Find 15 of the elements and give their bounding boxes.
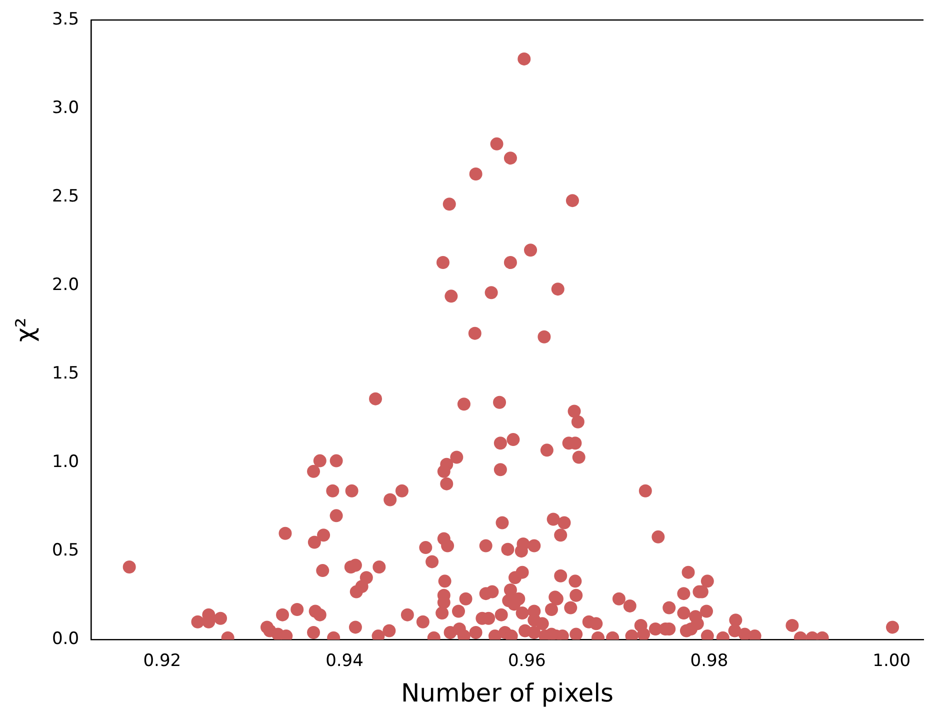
y-tick-label: 3.5 [52,9,80,30]
y-tick-label: 2.5 [52,186,80,206]
x-tick-label: 1.00 [872,651,911,672]
x-tick-label: 0.94 [326,651,364,672]
y-axis-title: χ² [10,318,40,342]
y-tick-label: 0.0 [52,629,80,650]
y-tick-label: 1.0 [52,452,80,472]
x-tick-label: 0.98 [690,651,728,672]
y-tick-label: 0.5 [52,540,80,561]
x-tick-label: 0.96 [508,651,546,672]
x-axis-title: Number of pixels [400,678,614,708]
y-tick-label: 1.5 [52,363,80,384]
y-tick-label: 2.0 [52,274,80,295]
y-tick-label: 3.0 [52,98,80,118]
x-tick-label: 0.92 [143,651,182,672]
